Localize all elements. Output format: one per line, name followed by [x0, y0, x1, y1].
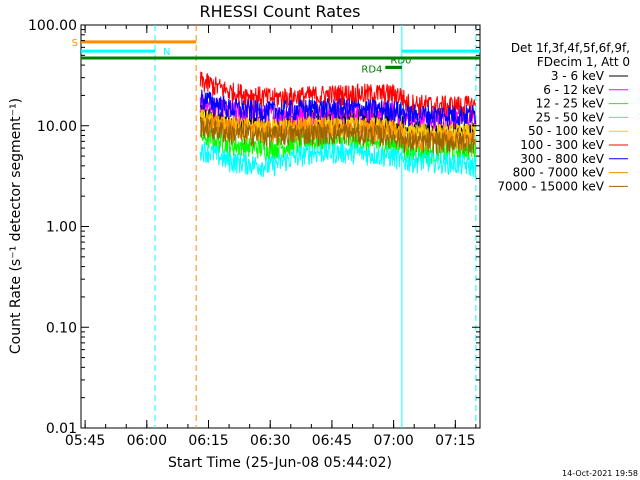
- y-axis: 0.01 0.10 1.00 10.00 100.00: [28, 18, 480, 437]
- series-line-6: [199, 89, 477, 128]
- legend-label-5: 100 - 300 keV: [520, 138, 604, 152]
- series-line-3: [199, 141, 477, 178]
- series-line-2: [199, 126, 477, 165]
- plot-frame: [80, 24, 481, 429]
- legend-header-line-1: Det 1f,3f,4f,5f,6f,9f,: [511, 41, 630, 55]
- x-tick-label-0: 05:45: [65, 433, 105, 449]
- legend-label-1: 6 - 12 keV: [543, 83, 605, 97]
- x-tick-label-5: 07:00: [373, 433, 413, 449]
- series-group: [199, 71, 477, 178]
- legend-label-0: 3 - 6 keV: [551, 69, 605, 83]
- legend: Det 1f,3f,4f,5f,6f,9f, FDecim 1, Att 0 3…: [497, 41, 630, 193]
- y-tick-label-3: 10.00: [37, 119, 77, 135]
- flag-label-0: S: [72, 38, 78, 49]
- y-axis-label: Count Rate (s⁻¹ detector segment⁻¹): [8, 98, 24, 354]
- x-tick-label-2: 06:15: [188, 433, 228, 449]
- series-line-5: [199, 71, 477, 118]
- time-markers: [154, 25, 477, 428]
- flag-label-4: RD0: [390, 55, 411, 66]
- legend-label-3: 25 - 50 keV: [536, 110, 605, 124]
- x-axis-label: Start Time (25-Jun-08 05:44:02): [168, 455, 392, 471]
- x-tick-label-3: 06:30: [250, 433, 290, 449]
- legend-label-7: 800 - 7000 keV: [513, 166, 605, 180]
- legend-label-6: 300 - 800 keV: [520, 152, 604, 166]
- y-tick-label-4: 100.00: [28, 18, 77, 34]
- flag-label-5: RD4: [361, 64, 382, 75]
- x-tick-label-6: 07:15: [435, 433, 475, 449]
- legend-header-line-2: FDecim 1, Att 0: [537, 55, 630, 69]
- legend-label-2: 12 - 25 keV: [536, 97, 605, 111]
- x-axis: 05:45 06:00 06:15 06:30 06:45 07:00 07:15: [65, 25, 477, 449]
- y-tick-label-2: 1.00: [46, 220, 77, 236]
- legend-label-8: 7000 - 15000 keV: [497, 179, 604, 193]
- x-tick-label-1: 06:00: [127, 433, 167, 449]
- plot-area: S N RD0 RD4: [72, 24, 481, 429]
- flag-bars: S N RD0 RD4: [72, 38, 480, 75]
- flag-label-1: N: [163, 47, 170, 58]
- series-line-8: [199, 117, 476, 155]
- chart-title: RHESSI Count Rates: [200, 2, 361, 21]
- x-tick-label-4: 06:45: [312, 433, 352, 449]
- footer-timestamp: 14-Oct-2021 19:58: [562, 469, 638, 478]
- y-tick-label-0: 0.01: [46, 421, 77, 437]
- legend-label-4: 50 - 100 keV: [528, 124, 605, 138]
- y-tick-label-1: 0.10: [46, 320, 77, 336]
